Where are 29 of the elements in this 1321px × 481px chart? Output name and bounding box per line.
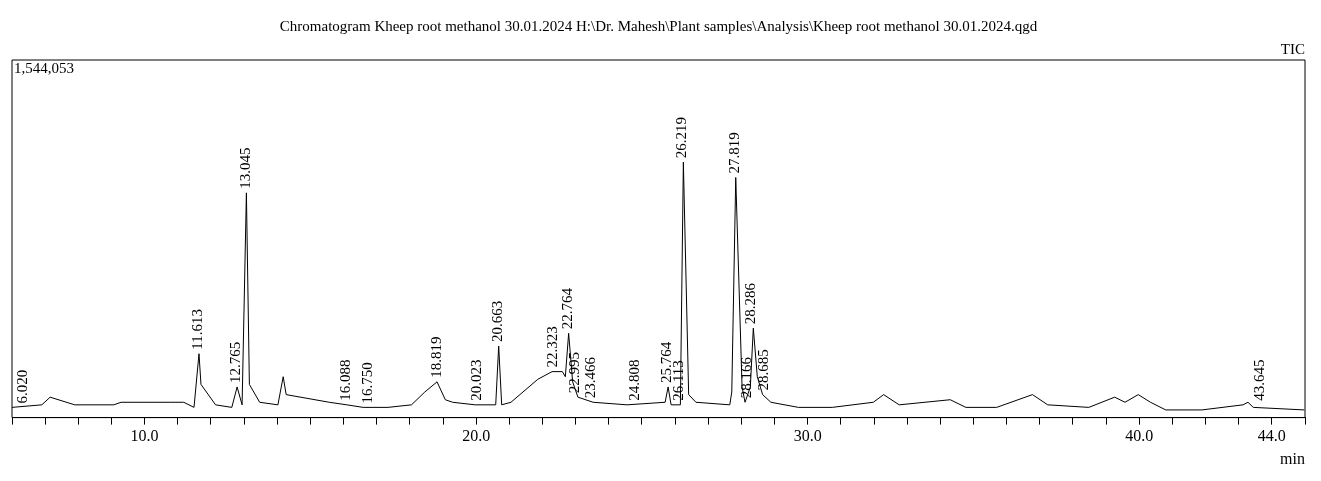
annotation: 23.466 <box>582 356 598 399</box>
annotation: 13.045 <box>236 147 253 189</box>
text: TIC <box>1280 41 1305 58</box>
chart-title: Chromatogram Kheep root methanol 30.01.2024 H:\Dr. Mahesh\Plant samples\Analysis\Kheep root methanol 30.01.2024.qgd <box>279 17 1038 34</box>
annotation: 22.764 <box>558 287 575 330</box>
annotation: 11.613 <box>189 309 206 350</box>
annotation: 18.819 <box>427 336 444 378</box>
annotation: 22.995 <box>566 351 583 394</box>
x-axis-title: min <box>1280 449 1305 467</box>
x-tick-label: 30.0 <box>793 427 822 445</box>
annotation: 22.323 <box>544 326 561 368</box>
annotation: 26.219 <box>673 116 690 159</box>
text: 1,544,053 <box>14 60 74 77</box>
annotation: 43.645 <box>1251 359 1268 401</box>
annotation: 28.286 <box>741 282 758 325</box>
annotation: 12.765 <box>227 341 244 383</box>
annotation: 6.020 <box>14 369 31 404</box>
x-tick-label: 44.0 <box>1257 427 1286 445</box>
annotation: 27.819 <box>726 132 743 174</box>
x-tick-label: 20.0 <box>462 427 491 445</box>
annotation: 16.750 <box>359 362 376 404</box>
x-tick-label: 10.0 <box>130 427 159 445</box>
annotation: 20.663 <box>489 300 506 343</box>
annotation: 28.685 <box>755 349 772 391</box>
annotation: 28.166 <box>737 356 754 399</box>
annotation: 20.023 <box>467 359 484 401</box>
annotation: 24.808 <box>626 359 643 401</box>
annotation: 16.088 <box>337 359 354 401</box>
x-tick-label: 40.0 <box>1125 427 1154 445</box>
